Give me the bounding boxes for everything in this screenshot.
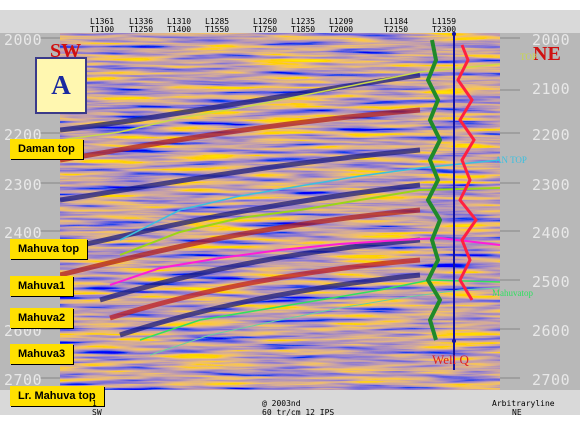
- footer-mid-2: 60 tr/cm 12 IPS: [262, 408, 335, 417]
- label-lr-mahuva-top: Lr. Mahuva top: [10, 386, 104, 406]
- well-q-logs: [425, 32, 478, 370]
- daman-top-horizon: [60, 63, 500, 141]
- upper-blue-horizon: [119, 159, 500, 241]
- top-tick-4: L1285 T1550: [205, 17, 230, 34]
- depth-right-2000: 2000: [532, 31, 571, 49]
- depth-right-2100: 2100: [532, 80, 571, 98]
- label-daman-top: Daman top: [10, 139, 83, 159]
- depth-right-2600: 2600: [532, 322, 571, 340]
- marker-top-2: AN TOP: [495, 155, 527, 165]
- marker-mahuvatop: Mahuvatop: [492, 288, 533, 298]
- top-tick-8: L1184 T2150: [384, 17, 409, 34]
- footer-left-1: 1: [92, 399, 97, 408]
- depth-left-2000: 2000: [4, 31, 43, 49]
- footer-left-2: SW: [92, 408, 102, 417]
- top-tick-1: L1361 T1100: [90, 17, 115, 34]
- label-mahuva2: Mahuva2: [10, 308, 74, 328]
- top-tick-5: L1260 T1750: [253, 17, 278, 34]
- well-q-label: Well Q: [432, 352, 469, 367]
- depth-right-2300: 2300: [532, 176, 571, 194]
- direction-sw: SW: [50, 40, 82, 62]
- direction-ne: NE: [533, 43, 561, 65]
- footer-right-1: Arbitraryline: [492, 399, 555, 408]
- top-tick-9: L1159 T2300: [432, 17, 457, 34]
- depth-right-2500: 2500: [532, 273, 571, 291]
- lower-horizon: [149, 287, 500, 356]
- depth-left-2300: 2300: [4, 176, 43, 194]
- label-mahuva-top: Mahuva top: [10, 239, 88, 259]
- mahuva-top-horizon: [119, 187, 500, 256]
- depth-left-2700: 2700: [4, 371, 43, 389]
- depth-right-2700: 2700: [532, 371, 571, 389]
- seismic-amplitude-image: [60, 33, 500, 390]
- footer-strip: 1 SW @ 2003nd 60 tr/cm 12 IPS Arbitraryl…: [92, 400, 572, 418]
- depth-right-2200: 2200: [532, 126, 571, 144]
- footer-right-2: NE: [512, 408, 522, 417]
- top-tick-7: L1209 T2000: [329, 17, 354, 34]
- depth-left-2400: 2400: [4, 224, 43, 242]
- top-tick-3: L1310 T1400: [167, 17, 192, 34]
- top-tick-6: L1235 T1850: [291, 17, 316, 34]
- panel-label-badge: A: [35, 57, 87, 114]
- label-mahuva3: Mahuva3: [10, 344, 74, 364]
- marker-top-1: TOP: [520, 52, 537, 62]
- depth-right-2400: 2400: [532, 224, 571, 242]
- footer-mid-1: @ 2003nd: [262, 399, 301, 408]
- label-mahuva1: Mahuva1: [10, 276, 74, 296]
- top-tick-2: L1336 T1250: [129, 17, 154, 34]
